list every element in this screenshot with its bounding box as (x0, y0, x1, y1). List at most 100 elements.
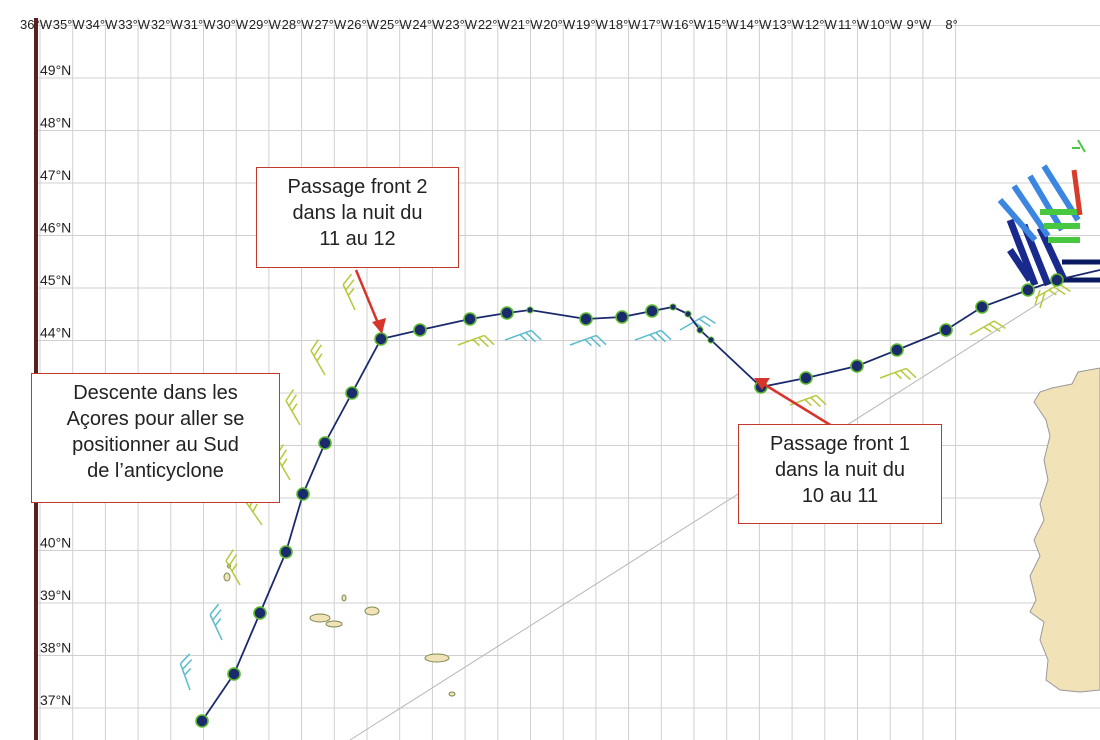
annotation-front-1-line-1: Passage front 1 (769, 433, 911, 455)
longitude-scale: 36°W35°W34°W33°W32°W31°W30°W29°W28°W27°W… (20, 17, 958, 32)
wind-barb (285, 389, 301, 426)
wind-barb (310, 339, 326, 376)
annotation-front-1-line-2: dans la nuit du (774, 459, 906, 481)
longitude-label: 9°W (907, 17, 932, 32)
longitude-label: 10°W (870, 17, 903, 32)
annotation-azores-line-2: Açores pour aller se (66, 408, 245, 430)
longitude-label: 21°W (511, 17, 544, 32)
longitude-label: 12°W (805, 17, 838, 32)
longitude-label: 15°W (707, 17, 740, 32)
longitude-label: 11°W (838, 17, 870, 32)
waypoint-marker (345, 386, 359, 400)
latitude-label: 39°N (40, 587, 71, 603)
annotation-front-1: Passage front 1 dans la nuit du 10 au 11 (738, 424, 942, 524)
latitude-label: 38°N (40, 640, 71, 656)
longitude-label: 20°W (543, 17, 576, 32)
latitude-label: 47°N (40, 167, 71, 183)
annotation-front-2-line-3: 11 au 12 (319, 228, 396, 250)
portugal-coast (1029, 367, 1100, 693)
waypoint-marker (799, 371, 813, 385)
waypoint-marker (696, 326, 704, 334)
waypoint-marker (890, 343, 904, 357)
longitude-label: 8° (945, 17, 957, 32)
wind-barb (225, 549, 241, 586)
wind-barb (679, 315, 716, 331)
arrival-wind-cluster (997, 139, 1100, 309)
longitude-label: 24°W (412, 17, 445, 32)
waypoint-marker (579, 312, 593, 326)
waypoint-marker (707, 336, 715, 344)
wind-barb (969, 320, 1006, 336)
waypoint-marker (500, 306, 514, 320)
annotation-azores-line-4: de l’anticyclone (87, 460, 224, 482)
longitude-label: 19°W (576, 17, 609, 32)
wind-barb (209, 603, 223, 641)
longitude-label: 16°W (674, 17, 707, 32)
waypoint-marker (279, 545, 293, 559)
longitude-label: 32°W (151, 17, 184, 32)
waypoint-marker (669, 303, 677, 311)
wind-barb (504, 329, 542, 343)
longitude-label: 22°W (478, 17, 511, 32)
latitude-label: 45°N (40, 272, 71, 288)
waypoint-marker (1050, 273, 1064, 287)
annotation-arrows (354, 269, 833, 428)
longitude-label: 30°W (216, 17, 249, 32)
annotation-azores: Descente dans les Açores pour aller se p… (31, 373, 280, 503)
waypoint-marker (975, 300, 989, 314)
longitude-label: 14°W (739, 17, 772, 32)
annotation-azores-line-3: positionner au Sud (72, 434, 239, 456)
waypoint-marker (195, 714, 209, 728)
latitude-scale: 49°N 48°N 47°N 46°N 45°N 44°N 40°N 39°N 38°N 37°N… (40, 62, 71, 708)
route-track (201, 269, 1100, 722)
annotation-front-1-line-3: 10 au 11 (801, 485, 879, 507)
longitude-label: 23°W (445, 17, 478, 32)
longitude-label: 18°W (609, 17, 642, 32)
longitude-label: 35°W (53, 17, 86, 32)
waypoint-marker (526, 306, 534, 314)
longitude-label: 31°W (184, 17, 217, 32)
longitude-label: 27°W (314, 17, 347, 32)
longitude-label: 17°W (641, 17, 674, 32)
latitude-label: 49°N (40, 62, 71, 78)
waypoint-marker (684, 310, 692, 318)
annotation-azores-line-1: Descente dans les (73, 382, 238, 404)
latitude-label: 46°N (40, 220, 71, 236)
wind-barb (457, 334, 495, 348)
waypoint-marker (1021, 283, 1035, 297)
latitude-label: 48°N (40, 115, 71, 131)
waypoint-marker (939, 323, 953, 337)
azores-islands (223, 563, 456, 697)
wind-barb (569, 334, 607, 348)
longitude-label: 25°W (380, 17, 413, 32)
waypoint-marker (615, 310, 629, 324)
wind-barb (634, 329, 672, 343)
waypoint-marker (296, 487, 310, 501)
annotation-front-2: Passage front 2 dans la nuit du 11 au 12 (256, 167, 459, 268)
longitude-label: 28°W (282, 17, 315, 32)
great-circle-line (349, 289, 1061, 740)
waypoint-marker (227, 667, 241, 681)
route-waypoints (195, 273, 1064, 728)
wind-barb (179, 653, 193, 691)
longitude-label: 34°W (85, 17, 118, 32)
annotation-front-2-line-1: Passage front 2 (287, 176, 428, 198)
wind-barb (342, 273, 356, 311)
longitude-label: 26°W (347, 17, 380, 32)
latitude-label: 37°N (40, 692, 71, 708)
latitude-label: 44°N (40, 325, 71, 341)
waypoint-marker (318, 436, 332, 450)
longitude-label: 13°W (772, 17, 805, 32)
waypoint-marker (253, 606, 267, 620)
waypoint-marker (645, 304, 659, 318)
waypoint-marker (463, 312, 477, 326)
longitude-label: 29°W (249, 17, 282, 32)
annotation-front-2-line-2: dans la nuit du (292, 202, 423, 224)
waypoint-marker (374, 332, 388, 346)
waypoint-marker (413, 323, 427, 337)
waypoint-marker (850, 359, 864, 373)
longitude-label: 33°W (118, 17, 151, 32)
wind-barbs (179, 273, 1071, 691)
wind-barb (879, 367, 917, 381)
